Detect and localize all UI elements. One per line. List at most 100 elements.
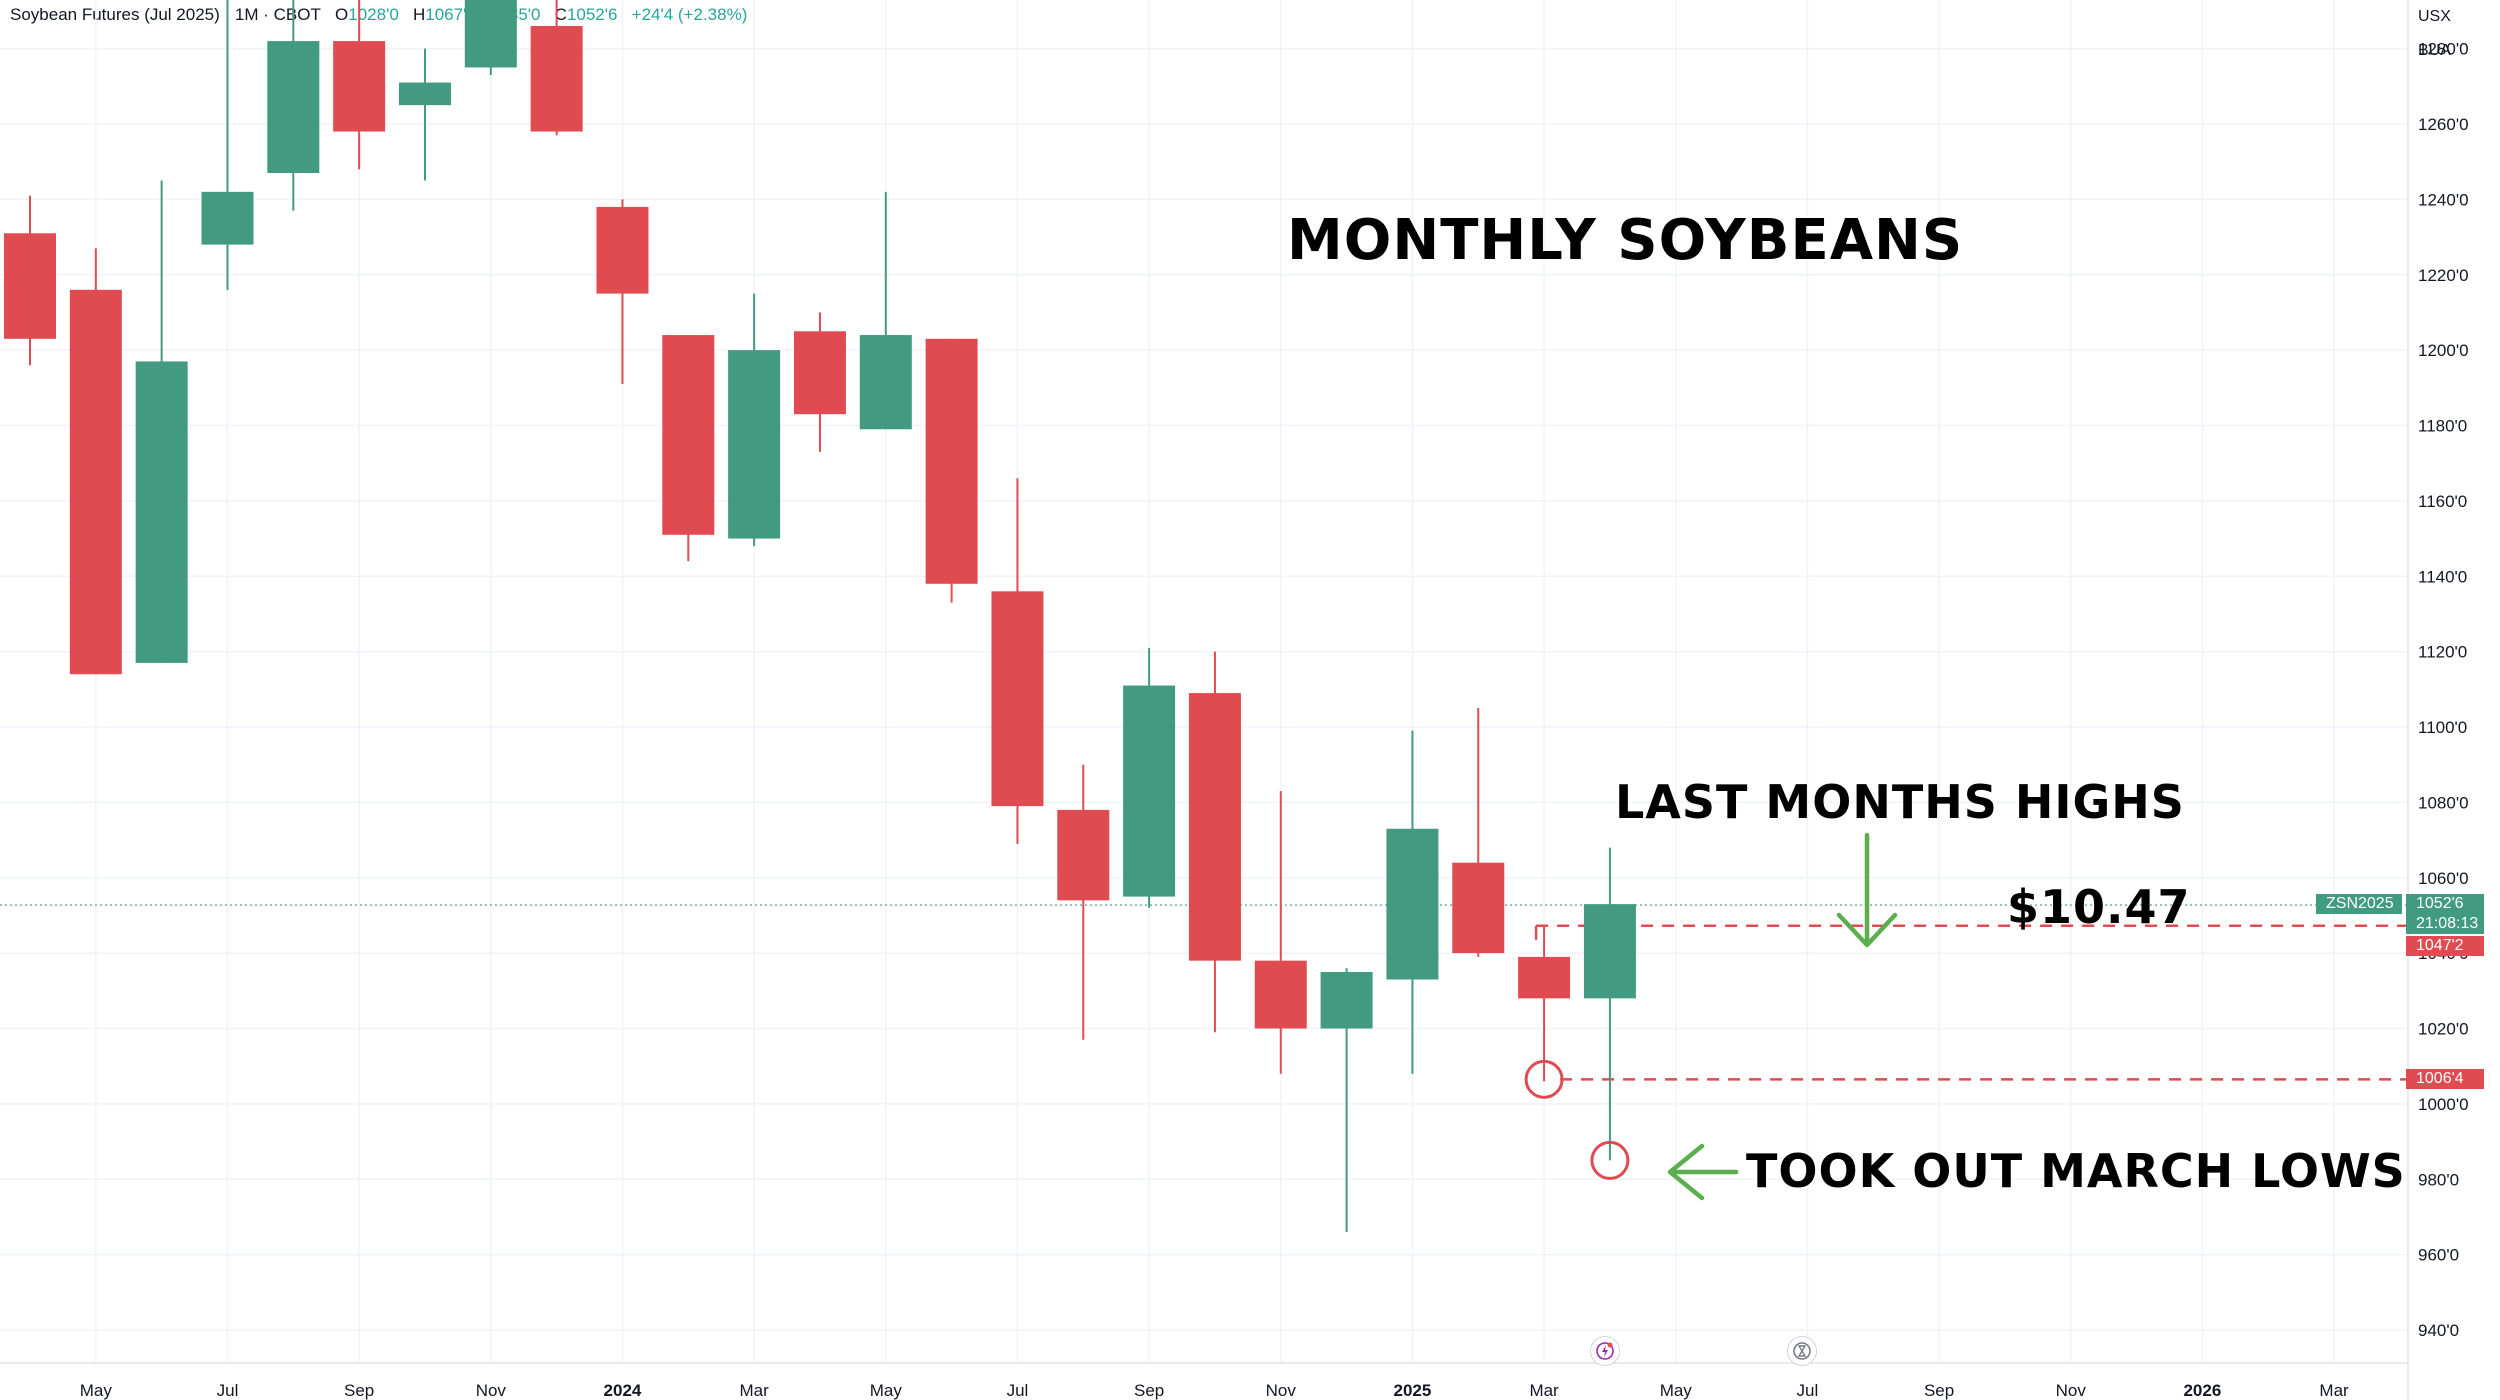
x-tick-label: May	[870, 1381, 903, 1400]
y-tick-label: 1180'0	[2418, 417, 2467, 436]
price-levels	[0, 904, 2408, 1081]
x-tick-label: Sep	[344, 1381, 374, 1400]
x-tick-label: Nov	[1266, 1381, 1297, 1400]
candle-body	[4, 233, 56, 339]
x-tick-label: May	[1660, 1381, 1693, 1400]
lightning-icon[interactable]	[1590, 1336, 1620, 1366]
y-tick-label: 1160'0	[2418, 492, 2467, 511]
candle-body	[1123, 685, 1176, 897]
candle-body	[1057, 809, 1110, 901]
x-tick-label: Mar	[1529, 1381, 1559, 1400]
candle	[135, 180, 188, 663]
candle	[464, 0, 517, 76]
candle	[201, 0, 254, 290]
close-value: 1052'6	[566, 5, 618, 24]
close-label: C	[554, 5, 567, 24]
candle	[728, 293, 781, 547]
y-tick-label: 1100'0	[2418, 718, 2467, 737]
x-tick-label: 2024	[604, 1381, 642, 1400]
x-tick-label: Sep	[1134, 1381, 1164, 1400]
hourglass-icon[interactable]	[1787, 1336, 1817, 1366]
y-tick-label: 940'0	[2418, 1321, 2459, 1340]
candle	[925, 338, 978, 603]
candle-body	[398, 82, 451, 106]
candle	[859, 191, 912, 430]
candle	[1583, 847, 1636, 1161]
measure-unit[interactable]: BUA	[2408, 36, 2500, 66]
candle-body	[69, 289, 122, 675]
candle-body	[793, 331, 846, 415]
y-tick-label: 1220'0	[2418, 266, 2469, 285]
candle-body	[596, 206, 649, 294]
candle	[1386, 730, 1439, 1074]
symbol-name[interactable]: Soybean Futures (Jul 2025) · 1M · CBOT	[10, 5, 321, 24]
candle	[991, 478, 1044, 844]
candle-body	[135, 361, 188, 663]
new-low-marker-circle	[1590, 1140, 1630, 1180]
last-price-tag: 1052'6	[2406, 894, 2484, 915]
candle-body	[991, 591, 1044, 807]
x-tick-label: 2026	[2183, 1381, 2221, 1400]
open-label: O	[335, 5, 349, 24]
candle	[1254, 791, 1307, 1074]
x-tick-label: May	[80, 1381, 113, 1400]
candle	[398, 48, 451, 181]
candle-body	[1254, 960, 1307, 1029]
high-label: H	[412, 5, 426, 24]
candle-body	[201, 191, 254, 245]
candles	[4, 0, 1636, 1233]
y-tick-label: 1000'0	[2418, 1095, 2469, 1114]
candle-body	[859, 335, 912, 430]
candle	[793, 312, 846, 452]
y-tick-label: 1060'0	[2418, 869, 2469, 888]
candle-body	[464, 0, 517, 68]
currency-unit[interactable]: USX	[2408, 2, 2500, 32]
candle	[1123, 647, 1176, 908]
candle	[69, 248, 122, 675]
change-value: +24'4 (+2.38%)	[631, 5, 748, 24]
x-tick-label: Jul	[1007, 1381, 1029, 1400]
candle	[333, 0, 386, 170]
x-tick-label: Nov	[2056, 1381, 2087, 1400]
candle-body	[333, 41, 386, 132]
candle	[1452, 708, 1505, 957]
candle-body	[1518, 956, 1571, 999]
price-note-annotation: $10.47	[2007, 880, 2191, 934]
symbol-price-tag: ZSN2025	[2316, 894, 2402, 915]
candle-body	[1452, 862, 1505, 954]
candle	[1188, 651, 1241, 1033]
candle-body	[1188, 693, 1241, 961]
high-value: 1067'4	[425, 5, 476, 24]
chart-annotation-title: MONTHLY SOYBEANS	[1287, 208, 1964, 273]
x-tick-label: Mar	[739, 1381, 769, 1400]
y-tick-label: 1140'0	[2418, 567, 2467, 586]
x-tick-label: Jul	[217, 1381, 239, 1400]
candle-body	[925, 338, 978, 584]
last-months-highs-annotation: LAST MONTHS HIGHS	[1615, 775, 2185, 829]
candle	[1518, 926, 1571, 1082]
candle-body	[662, 335, 715, 535]
y-axis: 940'0960'0980'01000'01020'01040'01060'01…	[2418, 40, 2469, 1340]
x-tick-label: Nov	[476, 1381, 507, 1400]
candle	[1320, 968, 1373, 1233]
open-value: 1028'0	[348, 5, 399, 24]
high-line-price-tag: 1047'2	[2406, 935, 2484, 956]
candle	[1057, 764, 1110, 1040]
x-tick-label: Mar	[2319, 1381, 2349, 1400]
y-tick-label: 1260'0	[2418, 115, 2469, 134]
y-tick-label: 1240'0	[2418, 190, 2469, 209]
down-arrow	[1836, 832, 1898, 948]
y-tick-label: 960'0	[2418, 1246, 2459, 1265]
annotation-shapes	[1524, 832, 1898, 1201]
x-tick-label: 2025	[1394, 1381, 1432, 1400]
candle	[267, 0, 320, 211]
candle-body	[728, 350, 781, 539]
y-tick-label: 1200'0	[2418, 341, 2469, 360]
candle	[662, 335, 715, 562]
x-axis: May Jul Sep Nov 2024 Mar May Jul Sep Nov 2025 Mar Ma…	[80, 1381, 2349, 1400]
candle	[596, 199, 649, 385]
x-tick-label: Jul	[1797, 1381, 1819, 1400]
low-line-price-tag: 1006'4	[2406, 1069, 2484, 1090]
